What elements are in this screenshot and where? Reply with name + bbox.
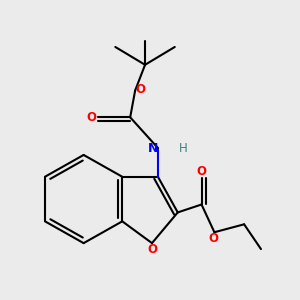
Text: O: O — [208, 232, 218, 245]
Text: H: H — [179, 142, 188, 154]
Text: O: O — [136, 82, 146, 96]
Text: N: N — [148, 142, 159, 154]
Text: O: O — [196, 165, 206, 178]
Text: O: O — [147, 243, 157, 256]
Text: O: O — [86, 111, 96, 124]
